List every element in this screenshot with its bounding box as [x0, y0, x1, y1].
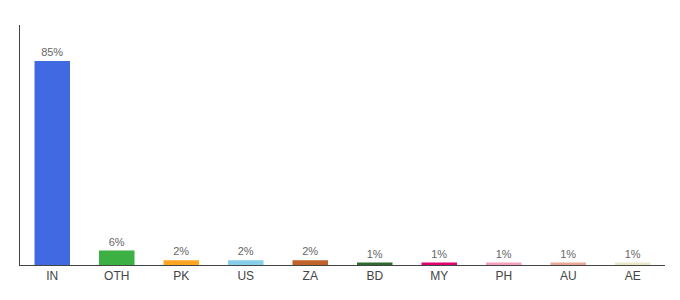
svg-text:PH: PH: [495, 269, 512, 283]
svg-text:2%: 2%: [173, 245, 189, 257]
svg-text:MY: MY: [430, 269, 448, 283]
svg-text:1%: 1%: [367, 248, 383, 260]
svg-text:AE: AE: [625, 269, 641, 283]
svg-text:PK: PK: [173, 269, 189, 283]
svg-text:85%: 85%: [41, 46, 63, 58]
svg-text:2%: 2%: [238, 245, 254, 257]
svg-text:ZA: ZA: [303, 269, 318, 283]
svg-text:1%: 1%: [625, 248, 641, 260]
svg-text:US: US: [237, 269, 254, 283]
svg-text:1%: 1%: [496, 248, 512, 260]
svg-text:IN: IN: [46, 269, 58, 283]
svg-text:2%: 2%: [302, 245, 318, 257]
svg-text:AU: AU: [560, 269, 577, 283]
svg-text:1%: 1%: [560, 248, 576, 260]
svg-text:6%: 6%: [109, 236, 125, 248]
svg-text:1%: 1%: [431, 248, 447, 260]
svg-text:OTH: OTH: [104, 269, 129, 283]
svg-text:BD: BD: [366, 269, 383, 283]
